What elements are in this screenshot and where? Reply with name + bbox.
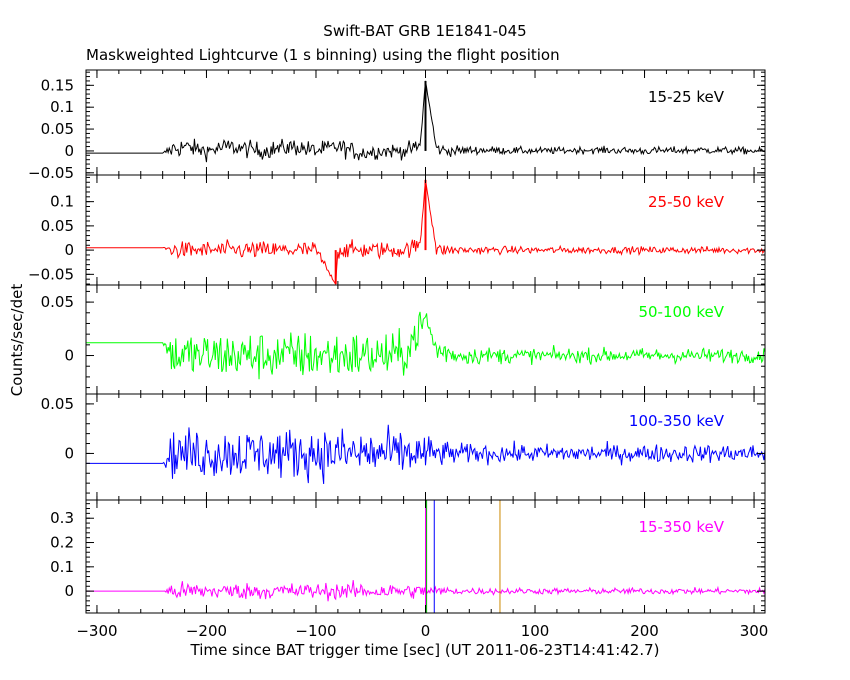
x-tick-label: 300 bbox=[740, 622, 769, 640]
band-label: 15-350 keV bbox=[638, 518, 724, 536]
band-label: 25-50 keV bbox=[648, 193, 725, 211]
band-label: 50-100 keV bbox=[638, 303, 724, 321]
y-axis-title: Counts/sec/det bbox=[8, 284, 26, 397]
series-line bbox=[86, 311, 766, 380]
panel-5: 0 0.1 0.2 0.3 15-350 keV −300 −200 −100 0 100 200 3… bbox=[50, 499, 769, 640]
y-tick-label: 0 bbox=[64, 444, 74, 462]
y-tick-label: 0.05 bbox=[41, 217, 74, 235]
x-tick-label: 0 bbox=[421, 622, 431, 640]
y-tick-label: 0 bbox=[64, 582, 74, 600]
x-tick-label: 100 bbox=[521, 622, 550, 640]
y-tick-label: 0.05 bbox=[41, 293, 74, 311]
chart-title: Swift-BAT GRB 1E1841-045 bbox=[323, 22, 526, 40]
band-label: 100-350 keV bbox=[629, 412, 725, 430]
y-tick-label: −0.05 bbox=[28, 265, 74, 283]
x-tick-label: −100 bbox=[295, 622, 336, 640]
x-tick-label: 200 bbox=[630, 622, 659, 640]
y-tick-label: 0.1 bbox=[50, 98, 74, 116]
x-tick-label: −200 bbox=[186, 622, 227, 640]
y-tick-label: −0.05 bbox=[28, 164, 74, 182]
panel-4: 0 0.05 100-350 keV bbox=[41, 393, 766, 501]
x-axis-title: Time since BAT trigger time [sec] (UT 20… bbox=[190, 641, 660, 659]
panel-3: 0 0.05 50-100 keV bbox=[41, 284, 766, 395]
panel-1: −0.05 0 0.05 0.1 0.15 15-25 keV bbox=[28, 69, 766, 182]
y-tick-label: 0.2 bbox=[50, 534, 74, 552]
panels: −0.05 0 0.05 0.1 0.15 15-25 keV −0.05 0 0.05 0.1 2… bbox=[28, 69, 769, 640]
y-tick-label: 0.15 bbox=[41, 76, 74, 94]
y-tick-label: 0.1 bbox=[50, 558, 74, 576]
y-tick-label: 0.1 bbox=[50, 193, 74, 211]
y-tick-label: 0.05 bbox=[41, 395, 74, 413]
y-tick-label: 0.05 bbox=[41, 120, 74, 138]
y-tick-label: 0.3 bbox=[50, 509, 74, 527]
series-line bbox=[86, 424, 766, 485]
panel-frame bbox=[85, 284, 766, 395]
chart-subtitle: Maskweighted Lightcurve (1 s binning) us… bbox=[86, 46, 560, 64]
panel-2: −0.05 0 0.05 0.1 25-50 keV bbox=[28, 174, 766, 286]
y-tick-label: 0 bbox=[64, 347, 74, 365]
y-tick-label: 0 bbox=[64, 142, 74, 160]
band-label: 15-25 keV bbox=[648, 88, 725, 106]
y-tick-label: 0 bbox=[64, 241, 74, 259]
x-tick-label: −300 bbox=[76, 622, 117, 640]
